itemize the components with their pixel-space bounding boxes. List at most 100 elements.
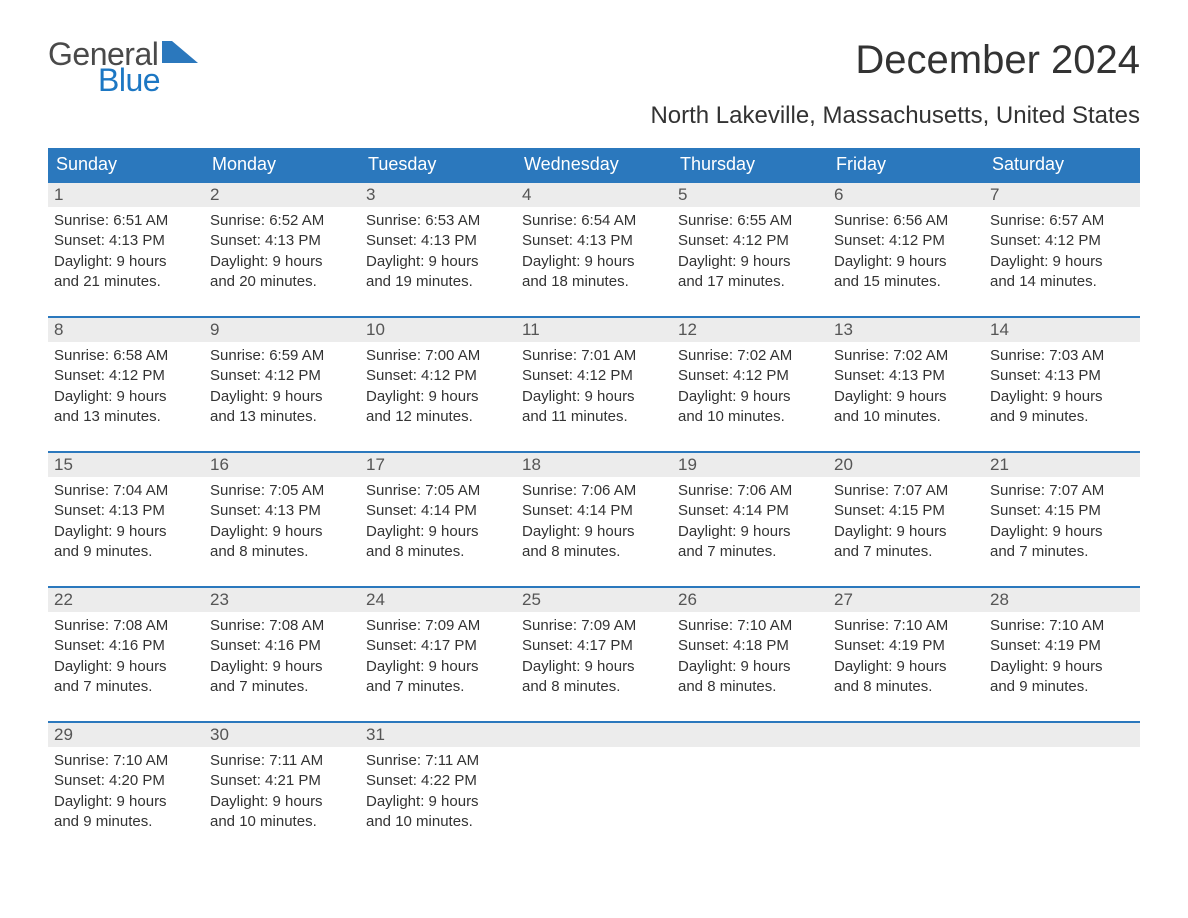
day-d2: and 9 minutes. — [54, 812, 198, 832]
day-sunrise: Sunrise: 7:09 AM — [522, 616, 666, 636]
week-row: 8Sunrise: 6:58 AMSunset: 4:12 PMDaylight… — [48, 316, 1140, 431]
day-d2: and 8 minutes. — [522, 542, 666, 562]
day-content: Sunrise: 7:10 AMSunset: 4:20 PMDaylight:… — [48, 747, 204, 836]
calendar-day: 13Sunrise: 7:02 AMSunset: 4:13 PMDayligh… — [828, 318, 984, 431]
day-sunset: Sunset: 4:17 PM — [366, 636, 510, 656]
calendar: Sunday Monday Tuesday Wednesday Thursday… — [48, 148, 1140, 836]
day-d1: Daylight: 9 hours — [522, 657, 666, 677]
calendar-day: 4Sunrise: 6:54 AMSunset: 4:13 PMDaylight… — [516, 183, 672, 296]
day-sunset: Sunset: 4:14 PM — [366, 501, 510, 521]
day-content: Sunrise: 7:04 AMSunset: 4:13 PMDaylight:… — [48, 477, 204, 566]
day-content: Sunrise: 6:55 AMSunset: 4:12 PMDaylight:… — [672, 207, 828, 296]
day-header-thu: Thursday — [672, 148, 828, 181]
day-d2: and 19 minutes. — [366, 272, 510, 292]
day-d1: Daylight: 9 hours — [210, 387, 354, 407]
day-sunrise: Sunrise: 7:05 AM — [366, 481, 510, 501]
day-content: Sunrise: 6:52 AMSunset: 4:13 PMDaylight:… — [204, 207, 360, 296]
day-number: 28 — [984, 588, 1140, 612]
day-content: Sunrise: 7:06 AMSunset: 4:14 PMDaylight:… — [672, 477, 828, 566]
day-number: 24 — [360, 588, 516, 612]
day-sunset: Sunset: 4:12 PM — [522, 366, 666, 386]
day-sunrise: Sunrise: 6:55 AM — [678, 211, 822, 231]
day-sunset: Sunset: 4:13 PM — [366, 231, 510, 251]
day-sunset: Sunset: 4:13 PM — [54, 501, 198, 521]
day-sunrise: Sunrise: 6:54 AM — [522, 211, 666, 231]
day-d2: and 7 minutes. — [54, 677, 198, 697]
day-d2: and 8 minutes. — [678, 677, 822, 697]
day-content: Sunrise: 7:10 AMSunset: 4:19 PMDaylight:… — [984, 612, 1140, 701]
day-sunset: Sunset: 4:12 PM — [210, 366, 354, 386]
day-d1: Daylight: 9 hours — [54, 387, 198, 407]
day-d1: Daylight: 9 hours — [54, 792, 198, 812]
calendar-day: 25Sunrise: 7:09 AMSunset: 4:17 PMDayligh… — [516, 588, 672, 701]
day-d1: Daylight: 9 hours — [834, 522, 978, 542]
calendar-day: 18Sunrise: 7:06 AMSunset: 4:14 PMDayligh… — [516, 453, 672, 566]
day-sunset: Sunset: 4:12 PM — [990, 231, 1134, 251]
day-sunset: Sunset: 4:13 PM — [210, 501, 354, 521]
day-sunset: Sunset: 4:21 PM — [210, 771, 354, 791]
day-sunrise: Sunrise: 7:10 AM — [54, 751, 198, 771]
day-number — [984, 723, 1140, 747]
week-row: 1Sunrise: 6:51 AMSunset: 4:13 PMDaylight… — [48, 181, 1140, 296]
day-sunrise: Sunrise: 7:10 AM — [678, 616, 822, 636]
day-sunrise: Sunrise: 7:08 AM — [210, 616, 354, 636]
day-sunrise: Sunrise: 7:05 AM — [210, 481, 354, 501]
day-d1: Daylight: 9 hours — [834, 252, 978, 272]
day-sunset: Sunset: 4:13 PM — [834, 366, 978, 386]
calendar-day: 20Sunrise: 7:07 AMSunset: 4:15 PMDayligh… — [828, 453, 984, 566]
day-d2: and 10 minutes. — [366, 812, 510, 832]
calendar-day: 19Sunrise: 7:06 AMSunset: 4:14 PMDayligh… — [672, 453, 828, 566]
day-d2: and 7 minutes. — [366, 677, 510, 697]
day-sunrise: Sunrise: 7:01 AM — [522, 346, 666, 366]
day-d1: Daylight: 9 hours — [678, 252, 822, 272]
day-d2: and 17 minutes. — [678, 272, 822, 292]
day-sunset: Sunset: 4:22 PM — [366, 771, 510, 791]
day-number — [516, 723, 672, 747]
day-d1: Daylight: 9 hours — [366, 792, 510, 812]
day-header-row: Sunday Monday Tuesday Wednesday Thursday… — [48, 148, 1140, 181]
calendar-day: 17Sunrise: 7:05 AMSunset: 4:14 PMDayligh… — [360, 453, 516, 566]
calendar-day: 30Sunrise: 7:11 AMSunset: 4:21 PMDayligh… — [204, 723, 360, 836]
day-content: Sunrise: 6:51 AMSunset: 4:13 PMDaylight:… — [48, 207, 204, 296]
day-content: Sunrise: 7:08 AMSunset: 4:16 PMDaylight:… — [204, 612, 360, 701]
day-d2: and 9 minutes. — [990, 677, 1134, 697]
day-content: Sunrise: 7:07 AMSunset: 4:15 PMDaylight:… — [828, 477, 984, 566]
calendar-day — [984, 723, 1140, 836]
week-row: 15Sunrise: 7:04 AMSunset: 4:13 PMDayligh… — [48, 451, 1140, 566]
day-number: 29 — [48, 723, 204, 747]
week-row: 22Sunrise: 7:08 AMSunset: 4:16 PMDayligh… — [48, 586, 1140, 701]
calendar-day: 12Sunrise: 7:02 AMSunset: 4:12 PMDayligh… — [672, 318, 828, 431]
day-sunrise: Sunrise: 7:02 AM — [834, 346, 978, 366]
week-row: 29Sunrise: 7:10 AMSunset: 4:20 PMDayligh… — [48, 721, 1140, 836]
day-number: 3 — [360, 183, 516, 207]
day-sunrise: Sunrise: 7:02 AM — [678, 346, 822, 366]
calendar-day: 7Sunrise: 6:57 AMSunset: 4:12 PMDaylight… — [984, 183, 1140, 296]
day-number: 2 — [204, 183, 360, 207]
calendar-day: 14Sunrise: 7:03 AMSunset: 4:13 PMDayligh… — [984, 318, 1140, 431]
day-number: 17 — [360, 453, 516, 477]
day-d2: and 13 minutes. — [210, 407, 354, 427]
day-d2: and 7 minutes. — [678, 542, 822, 562]
day-header-fri: Friday — [828, 148, 984, 181]
day-header-sat: Saturday — [984, 148, 1140, 181]
weeks-container: 1Sunrise: 6:51 AMSunset: 4:13 PMDaylight… — [48, 181, 1140, 836]
calendar-day — [828, 723, 984, 836]
day-sunrise: Sunrise: 7:07 AM — [834, 481, 978, 501]
day-sunrise: Sunrise: 6:56 AM — [834, 211, 978, 231]
day-sunrise: Sunrise: 7:07 AM — [990, 481, 1134, 501]
day-number: 14 — [984, 318, 1140, 342]
day-content: Sunrise: 6:53 AMSunset: 4:13 PMDaylight:… — [360, 207, 516, 296]
day-number: 6 — [828, 183, 984, 207]
day-content: Sunrise: 7:10 AMSunset: 4:18 PMDaylight:… — [672, 612, 828, 701]
day-content: Sunrise: 7:01 AMSunset: 4:12 PMDaylight:… — [516, 342, 672, 431]
day-d1: Daylight: 9 hours — [366, 252, 510, 272]
day-d2: and 9 minutes. — [54, 542, 198, 562]
day-content: Sunrise: 7:07 AMSunset: 4:15 PMDaylight:… — [984, 477, 1140, 566]
calendar-day: 16Sunrise: 7:05 AMSunset: 4:13 PMDayligh… — [204, 453, 360, 566]
calendar-day: 5Sunrise: 6:55 AMSunset: 4:12 PMDaylight… — [672, 183, 828, 296]
day-sunset: Sunset: 4:12 PM — [54, 366, 198, 386]
day-content: Sunrise: 7:00 AMSunset: 4:12 PMDaylight:… — [360, 342, 516, 431]
day-sunrise: Sunrise: 6:52 AM — [210, 211, 354, 231]
day-number: 1 — [48, 183, 204, 207]
day-number: 8 — [48, 318, 204, 342]
